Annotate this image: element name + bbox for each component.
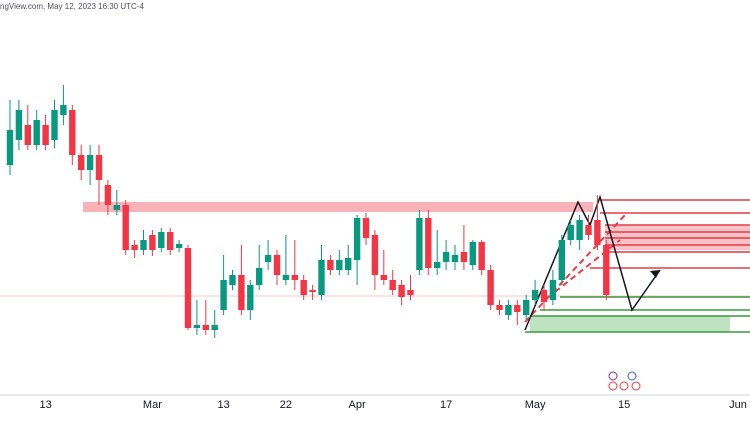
candle-body [585,225,592,235]
candle-body [78,155,85,170]
candle-body [371,235,379,275]
candle-body [33,120,40,145]
chart-title: ngView.com, May 12, 2023 16:30 UTC-4 [0,2,144,11]
green-levels [525,296,750,333]
candle-body [505,305,512,315]
candle-body [158,232,165,248]
candle-body [229,275,236,285]
red-levels [590,199,750,269]
candle-body [318,260,325,295]
projection-path [524,194,661,331]
x-tick-label: Mar [143,399,162,411]
resistance-zone [83,202,593,212]
event-icons [608,371,641,391]
x-tick-label: 17 [440,399,452,411]
candle-body [309,290,316,292]
candle-body [451,255,459,262]
demand-zone [530,316,730,332]
candle-body [86,155,94,170]
candle-body [122,205,129,250]
candle-body [523,300,530,315]
candle-body [478,242,485,270]
candle-body [362,218,370,238]
candle-body [211,325,218,330]
x-tick-label: 13 [39,399,51,411]
candle-body [398,285,405,297]
candle-body [549,280,557,300]
candle-body [104,185,112,205]
candle-body [69,110,76,155]
x-tick-label: May [525,399,546,411]
candle-body [540,290,548,302]
candle-body [487,270,494,305]
x-tick-label: 15 [618,399,630,411]
candle-body [603,245,610,295]
candle-body [42,125,49,145]
candle-body [425,218,432,268]
candle-body [202,325,209,330]
candle-body [149,235,156,250]
candle-body [131,245,138,250]
candle-body [184,248,192,328]
candle-body [282,275,290,280]
candle-body [442,252,450,262]
candle-body [576,220,583,240]
candle-body [416,218,423,270]
candle-body [193,325,201,328]
candle-body [327,260,334,270]
candle-body [567,225,574,240]
candle-body [167,232,174,250]
candle-body [95,155,103,180]
candle-body [594,220,601,245]
candle-body [140,240,147,250]
candle-body [247,285,254,310]
x-tick-label: Jun [729,399,747,411]
candle-body [380,275,387,280]
candle-body [175,244,183,248]
candle-body [24,125,31,145]
candle-body [264,255,272,262]
candle-body [220,280,227,310]
x-tick-label: 13 [217,399,229,411]
x-tick-label: 22 [280,399,292,411]
candle-body [407,290,414,295]
candle-body [256,268,263,285]
candle-body [558,240,565,280]
arrow-head [650,270,660,278]
candle-body [353,218,361,260]
candle-body [300,280,307,295]
candle-body [531,290,539,300]
candle-body [113,205,120,210]
candle-body [51,110,58,140]
candle-body [336,260,343,270]
candle-body [514,305,521,312]
candle-body [469,242,476,265]
drawings [0,194,750,396]
candle-body [6,130,14,165]
candle-body [345,258,352,270]
x-tick-label: Apr [349,399,366,411]
candle-body [15,110,23,140]
candle-body [291,275,298,280]
candle-body [460,252,468,262]
candle-body [60,105,67,115]
candle-body [238,275,245,310]
candle-body [273,255,281,275]
channel-lines [524,214,626,323]
candle-body [389,280,396,290]
candle-body [496,305,503,310]
candle-body [434,262,441,268]
